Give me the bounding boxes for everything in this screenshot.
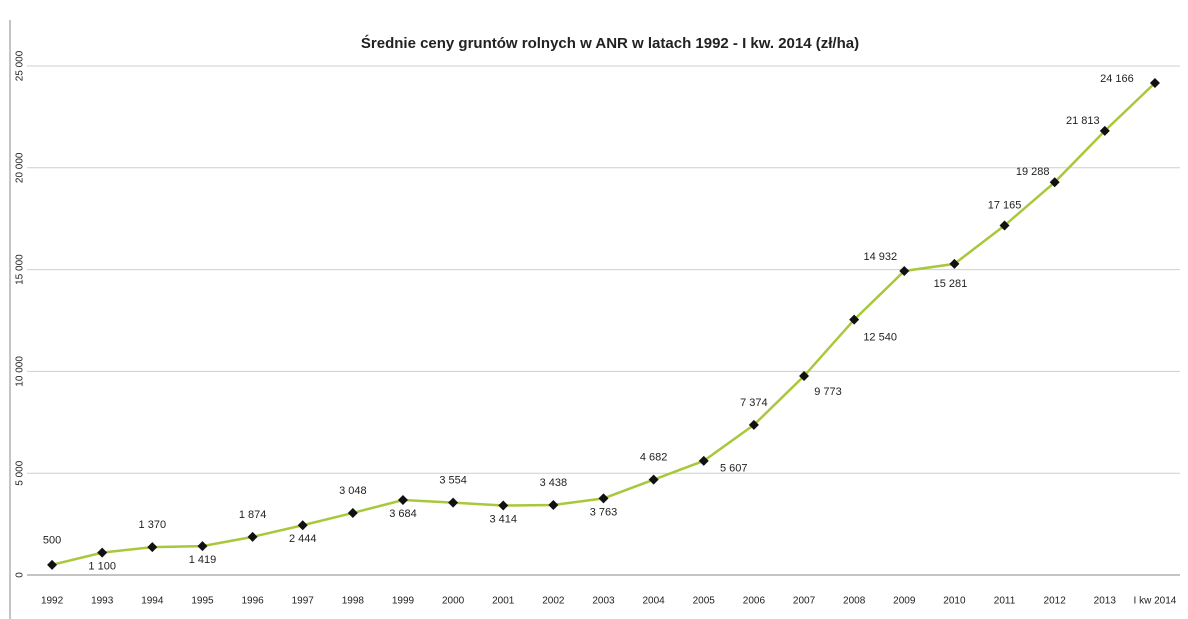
data-label: 7 374 [740,397,768,409]
y-tick-label: 0 [15,572,26,578]
data-label: 15 281 [934,278,968,290]
data-label: 2 444 [289,533,317,545]
data-label: 3 684 [389,508,417,520]
x-tick-label: 1997 [292,596,315,607]
x-tick-label: 2007 [793,596,816,607]
x-tick-label: 2010 [943,596,966,607]
x-tick-label: I kw 2014 [1134,596,1177,607]
x-tick-label: 1993 [91,596,114,607]
marker [97,547,108,558]
marker [698,455,709,466]
marker [999,220,1010,231]
marker [1099,125,1110,136]
data-label: 12 540 [863,332,897,344]
x-tick-label: 1992 [41,596,64,607]
x-tick-label: 1999 [392,596,415,607]
y-tick-label: 10 000 [15,356,26,387]
data-label: 1 100 [88,561,116,573]
data-label: 500 [43,535,61,547]
x-tick-label: 2001 [492,596,515,607]
x-tick-label: 2009 [893,596,916,607]
y-tick-label: 20 000 [15,152,26,183]
marker [1149,77,1160,88]
x-tick-label: 2013 [1094,596,1117,607]
line [51,82,1156,567]
marker [147,542,158,553]
x-tick-label: 1995 [191,596,214,607]
marker [849,314,860,325]
marker [247,531,258,542]
data-label: 17 165 [988,199,1022,211]
marker [899,265,910,276]
data-label: 14 932 [863,251,897,263]
data-label: 5 607 [720,463,748,475]
x-tick-label: 2011 [994,596,1016,607]
data-label: 4 682 [640,452,668,464]
marker [748,419,759,430]
marker [949,258,960,269]
x-tick-label: 2012 [1044,596,1067,607]
x-tick-label: 2004 [643,596,666,607]
data-label: 19 288 [1016,166,1050,178]
x-tick-label: 1998 [342,596,365,607]
data-label: 3 554 [439,475,467,487]
marker [197,541,208,552]
y-tick-label: 5 000 [15,460,26,485]
data-label: 3 048 [339,485,367,497]
x-tick-label: 1994 [141,596,164,607]
x-tick-label: 1996 [241,596,264,607]
data-label: 3 438 [540,477,568,489]
marker [47,559,58,570]
data-label: 1 370 [139,519,167,531]
marker [1049,177,1060,188]
data-label: 3 763 [590,506,618,518]
x-tick-label: 2000 [442,596,465,607]
x-tick-label: 2005 [693,596,716,607]
x-tick-label: 2006 [743,596,766,607]
data-label: 21 813 [1066,115,1100,127]
data-label: 9 773 [814,386,842,398]
marker [648,474,659,485]
x-tick-label: 2002 [542,596,565,607]
marker [548,500,559,511]
data-label: 3 414 [489,513,517,525]
x-tick-label: 2008 [843,596,866,607]
marker [498,500,509,511]
chart-title: Średnie ceny gruntów rolnych w ANR w lat… [361,34,859,52]
marker [799,371,810,382]
data-label: 1 874 [239,509,267,521]
data-label: 1 419 [189,554,217,566]
marker [397,494,408,505]
marker [598,493,609,504]
marker [347,507,358,518]
x-tick-label: 2003 [592,596,615,607]
y-tick-label: 25 000 [15,50,26,81]
data-label: 24 166 [1100,73,1134,85]
marker [297,520,308,531]
marker [448,497,459,508]
y-tick-label: 15 000 [15,254,26,285]
